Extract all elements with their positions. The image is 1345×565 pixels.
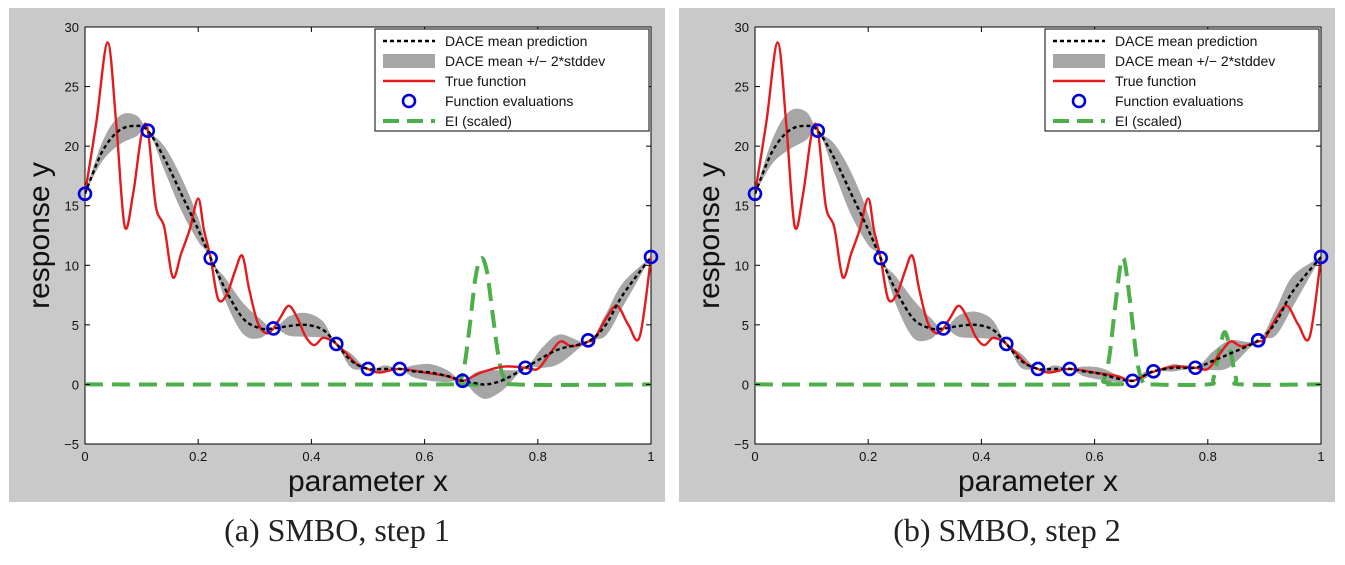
y-tick-label: 0: [742, 377, 749, 392]
series-ei-scaled: [755, 256, 1321, 387]
evaluation-point: [1062, 361, 1077, 377]
evaluation-point: [518, 360, 533, 376]
x-tick-label: 0.4: [302, 449, 320, 464]
evaluation-point: [1313, 249, 1329, 265]
legend-entry-label: Function evaluations: [445, 93, 573, 109]
evaluation-point: [936, 321, 951, 336]
y-tick-label: 15: [65, 199, 79, 214]
y-tick-label: 5: [72, 318, 79, 333]
legend-entry-label: True function: [445, 73, 526, 89]
legend-entry-label: Function evaluations: [1115, 93, 1243, 109]
y-tick-label: 5: [742, 318, 749, 333]
evaluation-point: [999, 336, 1014, 352]
x-tick-label: 0.6: [416, 449, 434, 464]
y-tick-label: 10: [65, 258, 79, 273]
legend-entry-label: DACE mean prediction: [445, 33, 587, 49]
evaluation-point: [810, 123, 826, 138]
caption-b: (b) SMBO, step 2: [893, 512, 1121, 548]
legend: DACE mean prediction DACE mean +/− 2*stdd…: [374, 28, 650, 132]
x-tick-label: 0: [81, 449, 88, 464]
y-tick-label: 10: [735, 258, 749, 273]
x-tick-label: 0.2: [859, 449, 877, 464]
series-true-function: [85, 41, 651, 383]
evaluation-point: [392, 361, 407, 377]
x-tick-label: 0.6: [1086, 449, 1104, 464]
evaluation-point: [1188, 360, 1203, 376]
legend-entry-label: DACE mean prediction: [1115, 33, 1257, 49]
legend-sample-dace-band: [1053, 54, 1105, 68]
evaluation-point: [1250, 333, 1266, 348]
evaluation-point: [1146, 364, 1161, 379]
y-tick-label: 25: [735, 80, 749, 95]
x-axis-label: parameter x: [288, 465, 448, 498]
caption-a: (a) SMBO, step 1: [224, 512, 450, 548]
series-true-function: [755, 41, 1321, 383]
evaluation-point: [873, 250, 888, 266]
evaluation-point: [1030, 361, 1046, 377]
legend-entry-label: DACE mean +/− 2*stddev: [445, 53, 605, 69]
y-tick-label: 30: [65, 20, 79, 35]
evaluation-point: [140, 123, 156, 138]
y-tick-label: 25: [65, 80, 79, 95]
legend-entry-label: EI (scaled): [445, 113, 512, 129]
x-tick-label: 1: [1317, 449, 1324, 464]
legend-entry-label: True function: [1115, 73, 1196, 89]
legend-sample-evaluations: [1071, 93, 1087, 109]
evaluation-point: [266, 321, 281, 336]
legend-entry-label: EI (scaled): [1115, 113, 1182, 129]
x-axis-label: parameter x: [958, 465, 1118, 498]
x-tick-label: 0.2: [189, 449, 207, 464]
legend: DACE mean prediction DACE mean +/− 2*stdd…: [1044, 28, 1320, 132]
evaluation-point: [1125, 373, 1140, 389]
legend-entry-label: DACE mean +/− 2*stddev: [1115, 53, 1275, 69]
evaluation-point: [455, 373, 470, 389]
x-tick-label: 0: [751, 449, 758, 464]
y-axis-label: response y: [23, 162, 56, 309]
y-tick-label: 15: [735, 199, 749, 214]
x-tick-label: 0.8: [1199, 449, 1217, 464]
evaluation-point: [360, 361, 376, 377]
y-tick-label: 0: [72, 377, 79, 392]
evaluation-point: [747, 186, 763, 202]
series-group: [85, 41, 651, 399]
evaluation-point: [643, 249, 659, 265]
y-axis-label: response y: [693, 162, 726, 309]
evaluation-point: [329, 336, 344, 352]
legend-sample-dace-band: [383, 54, 435, 68]
x-tick-label: 0.4: [972, 449, 990, 464]
y-tick-label: 20: [735, 139, 749, 154]
series-dace-mean: [85, 124, 651, 386]
y-tick-label: 20: [65, 139, 79, 154]
evaluation-point: [580, 333, 596, 348]
x-tick-label: 1: [647, 449, 654, 464]
y-tick-label: −5: [734, 437, 749, 452]
legend-sample-evaluations: [401, 93, 417, 109]
evaluation-point: [203, 250, 218, 266]
evaluation-point: [77, 186, 93, 202]
series-ei-scaled: [85, 256, 651, 387]
y-tick-label: −5: [64, 437, 79, 452]
y-tick-label: 30: [735, 20, 749, 35]
x-tick-label: 0.8: [529, 449, 547, 464]
